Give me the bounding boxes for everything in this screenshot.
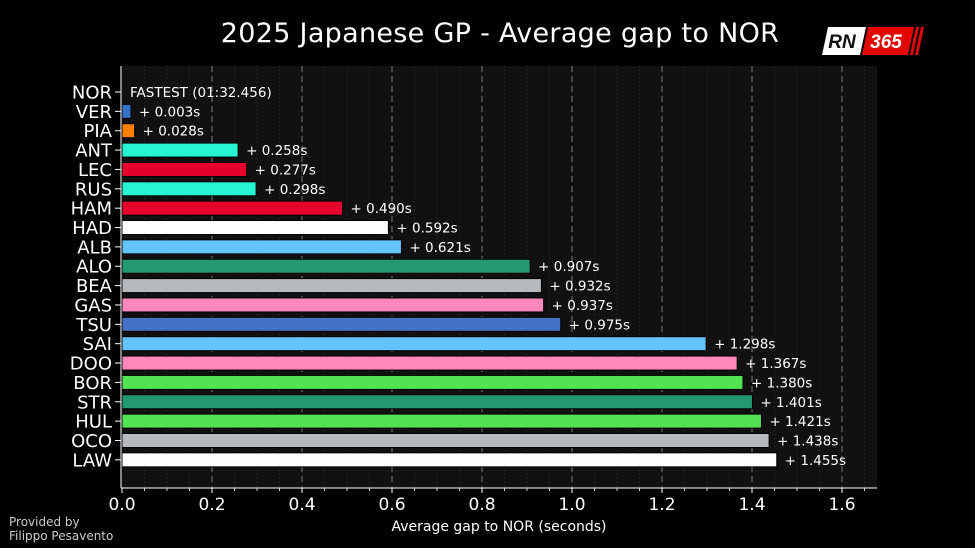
logo-text-365: 365	[870, 32, 902, 53]
value-label-ver: + 0.003s	[139, 104, 200, 120]
bar-bor	[121, 374, 744, 390]
x-axis-label: Average gap to NOR (seconds)	[391, 519, 606, 535]
y-tick-label-ham: HAM	[71, 199, 112, 220]
bar-ham	[121, 200, 343, 216]
bar-gas	[121, 297, 545, 313]
x-tick-label: 1.0	[558, 495, 585, 515]
y-tick-label-ant: ANT	[75, 141, 113, 162]
value-label-ant: + 0.258s	[246, 143, 307, 159]
bar-str	[121, 394, 753, 410]
bar-ant	[121, 142, 239, 158]
value-label-sai: + 1.298s	[714, 337, 775, 353]
value-label-law: + 1.455s	[785, 453, 846, 469]
bar-lec	[121, 161, 248, 177]
chart-title: 2025 Japanese GP - Average gap to NOR	[220, 18, 780, 49]
y-tick-label-rus: RUS	[75, 179, 112, 200]
bar-oco	[121, 432, 770, 448]
x-tick-label: 0.0	[108, 495, 135, 515]
y-tick-label-str: STR	[77, 392, 112, 413]
y-tick-label-lec: LEC	[78, 160, 112, 181]
credit: Provided by Filippo Pesavento	[9, 515, 113, 543]
bar-tsu	[121, 316, 562, 332]
x-tick-label: 1.6	[828, 495, 855, 515]
value-label-bea: + 0.932s	[549, 279, 610, 295]
value-label-had: + 0.592s	[396, 221, 457, 237]
y-tick-label-alo: ALO	[76, 257, 112, 278]
y-tick-label-bor: BOR	[73, 373, 112, 394]
value-label-ham: + 0.490s	[351, 201, 412, 217]
bar-sai	[121, 336, 707, 352]
x-tick-label: 0.6	[378, 495, 405, 515]
value-label-hul: + 1.421s	[769, 414, 830, 430]
x-tick-label: 1.4	[738, 495, 765, 515]
value-label-alb: + 0.621s	[409, 240, 470, 256]
value-label-pia: + 0.028s	[143, 124, 204, 140]
bar-ver	[121, 103, 132, 119]
y-tick-label-tsu: TSU	[75, 315, 112, 336]
value-label-oco: + 1.438s	[777, 433, 838, 449]
value-label-rus: + 0.298s	[264, 182, 325, 198]
bar-bea	[121, 278, 542, 294]
y-tick-label-ver: VER	[76, 102, 112, 123]
y-tick-label-hul: HUL	[75, 412, 112, 433]
credit-line-2: Filippo Pesavento	[9, 529, 114, 543]
rn365-logo: RN 365	[822, 27, 924, 55]
y-tick-label-gas: GAS	[74, 295, 112, 316]
logo-text-rn: RN	[828, 32, 857, 53]
bar-rus	[121, 181, 257, 197]
value-label-lec: + 0.277s	[255, 162, 316, 178]
y-tick-label-oco: OCO	[71, 431, 112, 452]
value-label-str: + 1.401s	[760, 395, 821, 411]
fastest-label: FASTEST (01:32.456)	[130, 85, 272, 101]
bar-law	[121, 452, 778, 468]
value-label-bor: + 1.380s	[751, 375, 812, 391]
y-tick-label-doo: DOO	[70, 354, 112, 375]
x-tick-label: 0.8	[468, 495, 495, 515]
y-tick-label-pia: PIA	[84, 121, 113, 142]
y-tick-label-had: HAD	[72, 218, 112, 239]
y-tick-label-nor: NOR	[72, 83, 112, 104]
bar-alo	[121, 258, 531, 274]
value-label-doo: + 1.367s	[745, 356, 806, 372]
bar-pia	[121, 123, 136, 139]
bar-doo	[121, 355, 738, 371]
y-tick-label-sai: SAI	[83, 334, 112, 355]
credit-line-1: Provided by	[9, 515, 80, 529]
value-label-alo: + 0.907s	[538, 259, 599, 275]
y-tick-label-law: LAW	[72, 450, 112, 471]
value-label-gas: + 0.937s	[552, 298, 613, 314]
bar-hul	[121, 413, 762, 429]
bar-alb	[121, 239, 402, 255]
y-tick-label-bea: BEA	[76, 276, 113, 297]
x-tick-label: 1.2	[648, 495, 675, 515]
x-tick-label: 0.4	[288, 495, 315, 515]
bar-had	[121, 220, 389, 236]
value-label-tsu: + 0.975s	[569, 317, 630, 333]
x-tick-label: 0.2	[198, 495, 225, 515]
y-tick-label-alb: ALB	[77, 237, 112, 258]
